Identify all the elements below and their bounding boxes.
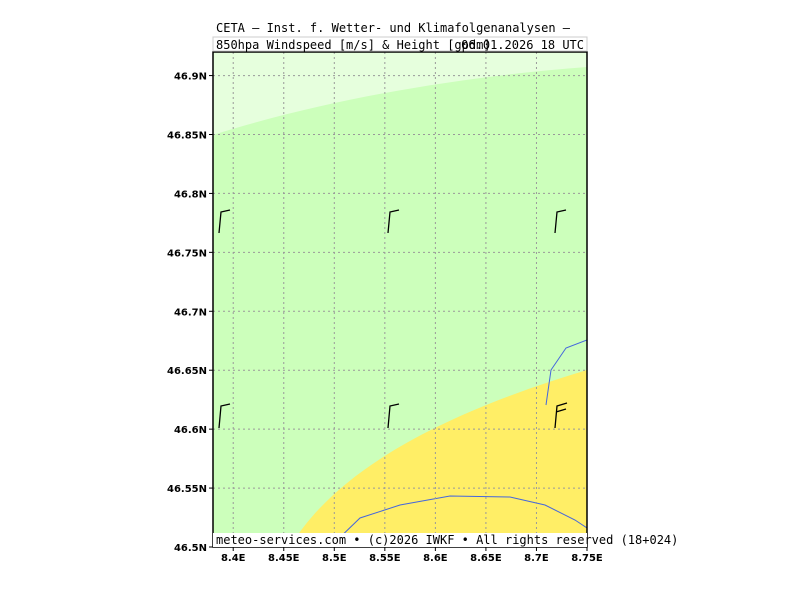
- wind-barbs: [218, 209, 568, 429]
- lon-tick-label: 8.75E: [571, 553, 603, 564]
- lat-tick-label: 46.65N: [167, 366, 207, 377]
- header-line1: CETA – Inst. f. Wetter- und Klimafolgena…: [216, 21, 571, 35]
- wind-barb: [387, 209, 400, 234]
- wind-barb: [218, 403, 231, 429]
- valid-time: 06.01.2026 18 UTC: [461, 38, 584, 52]
- lat-tick-label: 46.85N: [167, 131, 207, 142]
- header-line2: 850hpa_Windspeed_[m/s]_&_Height_[gpdm]: [216, 38, 491, 52]
- lon-tick-label: 8.7E: [524, 553, 549, 564]
- lon-tick-label: 8.65E: [470, 553, 502, 564]
- wind-barb: [387, 403, 400, 429]
- field-yellow: [290, 370, 587, 547]
- header-box: [212, 36, 588, 52]
- lat-tick-label: 46.6N: [174, 425, 207, 436]
- lon-tick-label: 8.4E: [221, 553, 246, 564]
- border-line: [545, 339, 587, 406]
- border-line: [329, 495, 587, 547]
- wind-barb: [218, 209, 231, 234]
- field-light: [213, 52, 587, 135]
- lon-tick-label: 8.45E: [268, 553, 300, 564]
- lat-tick-label: 46.8N: [174, 189, 207, 200]
- grid: [213, 52, 588, 548]
- lon-tick-label: 8.55E: [369, 553, 401, 564]
- lon-tick-label: 8.5E: [322, 553, 347, 564]
- footer-box: [213, 533, 587, 547]
- lon-tick-label: 8.6E: [423, 553, 448, 564]
- lat-tick-label: 46.9N: [174, 72, 207, 83]
- footer: meteo-services.com • (c)2026 IWKF • All …: [216, 533, 678, 547]
- wind-barb: [554, 402, 568, 429]
- lat-tick-label: 46.5N: [174, 543, 207, 554]
- lat-tick-label: 46.75N: [167, 248, 207, 259]
- wind-barb: [554, 209, 567, 234]
- map-fields: [213, 52, 587, 547]
- lat-tick-label: 46.55N: [167, 484, 207, 495]
- lat-tick-label: 46.7N: [174, 307, 207, 318]
